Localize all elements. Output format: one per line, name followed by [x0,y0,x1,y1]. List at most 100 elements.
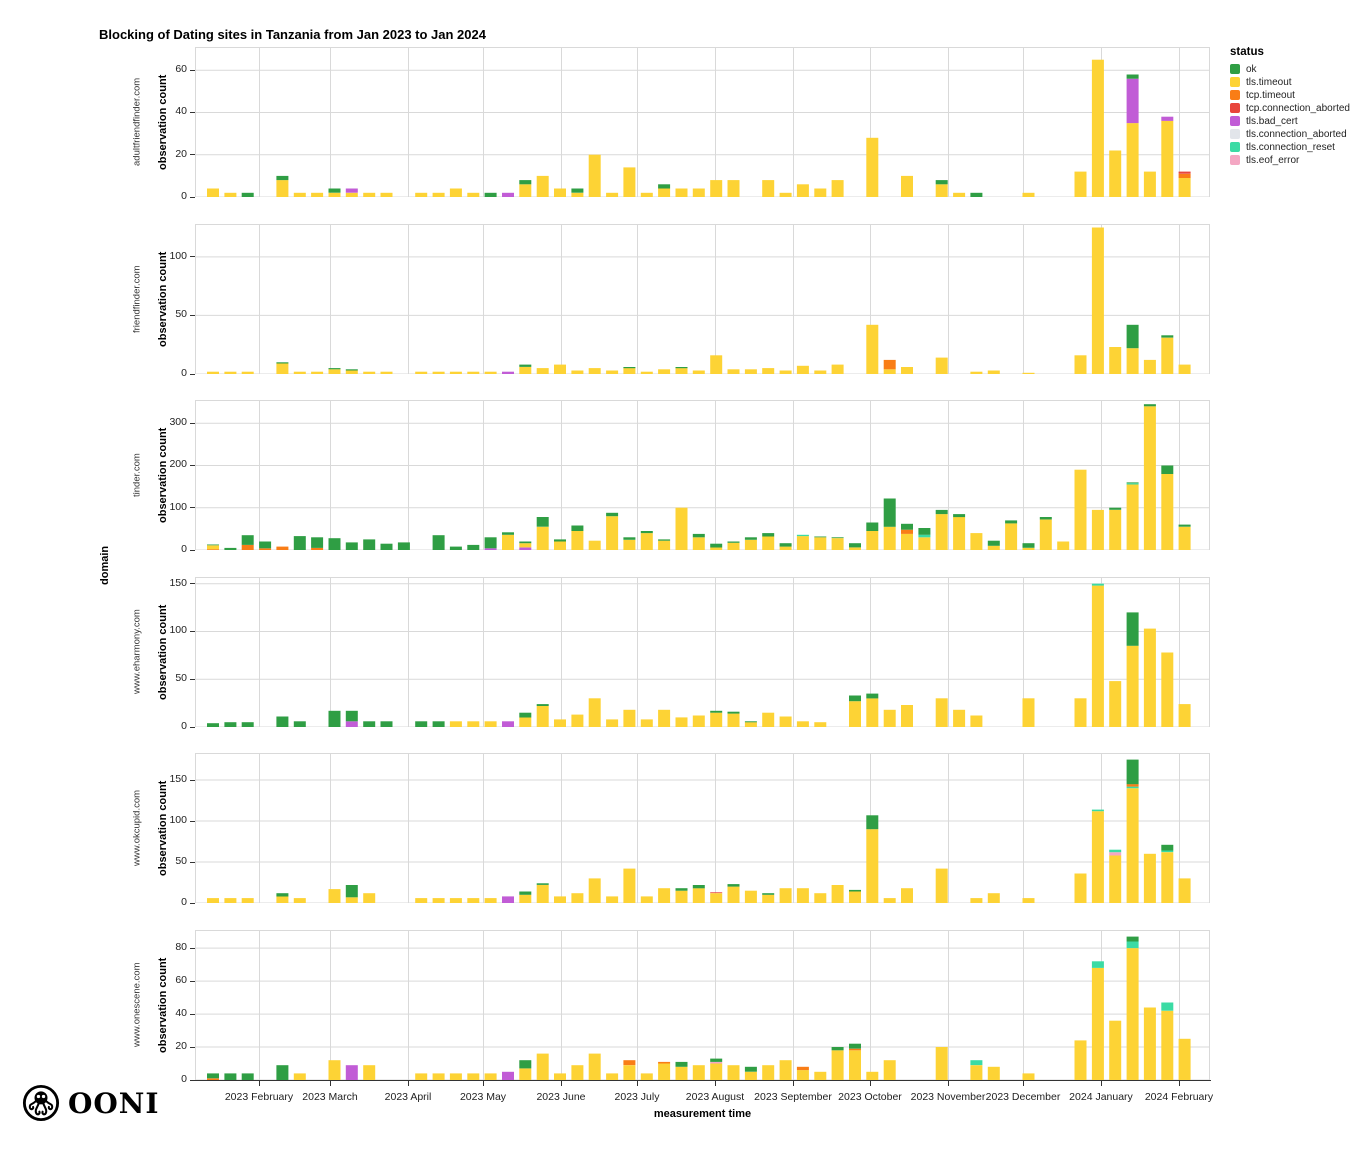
bar-segment [571,893,584,903]
bar-segment [536,517,549,527]
bar-segment [744,537,757,540]
bar-segment [467,898,480,903]
bar-segment [935,1047,948,1080]
bar-segment [710,543,723,548]
bar-segment [866,693,879,699]
y-tick-label: 100 [169,500,187,513]
y-tick-mark [190,111,195,113]
bar-segment [588,1053,601,1080]
bar-segment [606,896,619,903]
bar-segment [779,543,792,547]
bar-segment [762,536,775,550]
bar-segment [1126,484,1139,550]
bar-segment [623,709,636,727]
bar-segment [276,180,289,197]
bar-segment [1091,961,1104,968]
bar-segment [796,365,809,374]
bar-segment [918,528,931,535]
facet-domain-label: www.okcupid.com [131,789,143,867]
y-tick-label: 0 [181,367,187,379]
y-tick-label: 0 [181,896,187,908]
bar-segment [640,1073,653,1080]
bar-segment [814,722,827,727]
y-tick-label: 100 [169,814,187,827]
bar-segment [935,180,948,185]
bar-segment [502,532,514,535]
bar-segment [727,180,740,197]
bar-segment [710,892,723,894]
bar-segment [1039,519,1052,550]
bar-segment [1178,704,1191,727]
bar-segment [241,192,254,197]
bar-segment [710,1058,723,1062]
bar-segment [276,893,289,897]
bar-segment [1109,507,1122,510]
y-tick-label: 40 [175,1007,187,1020]
bar-segment [1109,855,1122,903]
bar-segment [207,723,219,727]
bar-segment [831,180,844,197]
bar-segment [1126,612,1139,646]
bar-segment [519,1060,532,1069]
bar-segment [224,371,237,374]
bar-segment [345,721,358,727]
x-tick-label: 2023 March [302,1091,358,1103]
bar-segment [987,370,1000,374]
bar-segment [727,1065,740,1080]
bar-segment [692,537,705,550]
bar-segment [345,897,358,903]
bar-segment [744,539,757,550]
bar-segment [883,369,896,374]
y-tick-mark [190,154,195,156]
x-tick-label: 2023 April [384,1091,432,1103]
bar-segment [1178,878,1191,903]
bar-segment [484,898,497,903]
bar-segment [1161,852,1174,903]
bar-segment [571,370,584,374]
ooni-logo: OONI [22,1084,159,1122]
bar-segment [796,888,809,903]
y-tick-label: 80 [175,941,187,954]
bar-segment [536,1053,549,1080]
bar-segment [866,531,879,550]
bar-segment [1178,178,1191,197]
bar-segment [1178,171,1191,174]
bar-segment [762,1065,775,1080]
bar-segment [449,188,462,197]
bar-segment [345,710,358,722]
bar-segment [519,364,532,367]
bar-segment [1091,585,1104,727]
bar-segment [623,537,636,540]
bar-segment [1074,469,1087,550]
bar-segment [1109,849,1122,853]
bar-segment [883,359,896,370]
bar-segment [1091,509,1104,550]
y-tick-mark [190,464,195,466]
bar-segment [658,188,671,197]
bar-segment [606,370,619,374]
bar-segment [692,188,705,197]
facet-domain-label: tinder.com [131,453,143,497]
bar-segment [918,534,931,538]
bar-segment [744,369,757,374]
bar-segment [849,891,861,903]
bar-segment [207,188,219,197]
bar-segment [224,1073,237,1080]
bar-segment [1074,698,1087,727]
y-tick-mark [190,196,195,198]
bar-segment [623,367,636,369]
bar-segment [1178,526,1191,550]
ooni-octopus-icon [22,1084,60,1122]
bar-segment [1161,1002,1174,1011]
bar-segment [519,541,532,544]
bar-segment [692,885,705,889]
bar-segment [311,537,324,548]
bar-segment [276,175,289,181]
bar-segment [1074,873,1087,903]
bar-segment [554,1073,566,1080]
bar-segment [970,715,983,727]
bar-segment [849,547,861,550]
bar-segment [1126,74,1139,79]
y-tick-label: 0 [181,720,187,732]
bar-segment [727,369,740,374]
